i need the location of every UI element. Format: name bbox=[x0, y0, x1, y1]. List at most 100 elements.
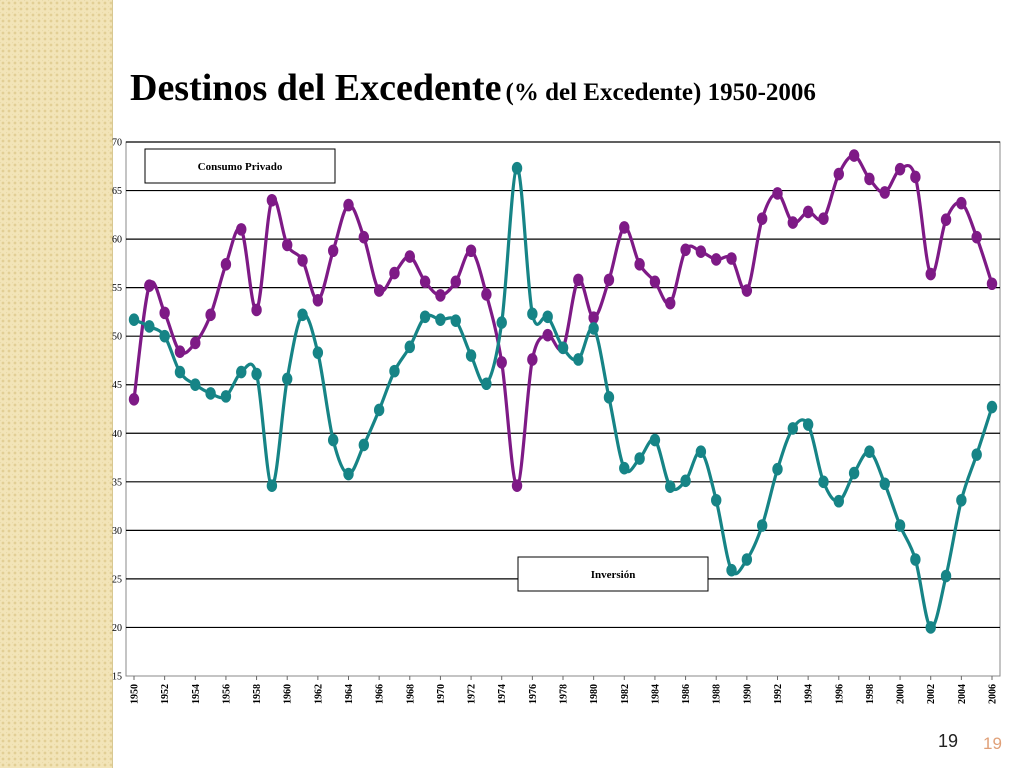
series-consumo-privado-point bbox=[879, 186, 890, 199]
x-tick-label: 1988 bbox=[712, 684, 723, 704]
series-consumo-privado-point bbox=[833, 167, 844, 181]
series-inversion-point bbox=[481, 377, 492, 391]
y-tick-label: 45 bbox=[112, 380, 122, 391]
series-consumo-privado-point bbox=[205, 308, 216, 322]
x-tick-label: 1994 bbox=[804, 684, 815, 704]
series-consumo-privado-point bbox=[665, 296, 676, 310]
series-consumo-privado-point bbox=[573, 273, 584, 287]
x-tick-label: 1964 bbox=[344, 684, 355, 704]
x-tick-label: 1972 bbox=[467, 684, 478, 704]
series-consumo-privado-point bbox=[373, 284, 385, 297]
series-inversion-point bbox=[542, 310, 553, 324]
series-inversion-point bbox=[649, 433, 661, 447]
series-consumo-privado-point bbox=[435, 289, 446, 302]
series-inversion-point bbox=[986, 400, 998, 414]
series-inversion-point bbox=[940, 569, 952, 583]
x-tick-label: 1950 bbox=[130, 684, 141, 704]
label-inversion-text: Inversión bbox=[591, 569, 636, 581]
series-inversion-point bbox=[205, 387, 216, 400]
plot-frame bbox=[125, 141, 1001, 677]
slide-title-main: Destinos del Excedente bbox=[130, 67, 502, 109]
x-tick-label: 1970 bbox=[436, 684, 447, 704]
series-consumo-privado-point bbox=[741, 284, 753, 297]
series-inversion-point bbox=[450, 314, 461, 327]
series-inversion-point bbox=[435, 313, 446, 326]
series-consumo-privado-point bbox=[312, 293, 324, 307]
series-inversion-point bbox=[527, 307, 538, 321]
series-consumo-privado-point bbox=[220, 258, 232, 271]
series-consumo-privado-point bbox=[327, 244, 339, 258]
series-consumo-privado-point bbox=[343, 198, 354, 212]
series-inversion-point bbox=[236, 365, 247, 379]
series-consumo-privado-point bbox=[619, 221, 630, 234]
page-number: 19 bbox=[938, 731, 959, 751]
series-consumo-privado-point bbox=[864, 172, 875, 186]
series-consumo-privado-point bbox=[956, 196, 967, 210]
series-inversion-point bbox=[971, 448, 982, 461]
series-consumo-privado-point bbox=[542, 328, 553, 342]
series-inversion-point bbox=[389, 364, 400, 378]
series-consumo-privado-point bbox=[527, 353, 538, 366]
series-consumo-privado-point bbox=[174, 345, 186, 359]
series-inversion-point bbox=[343, 467, 354, 481]
y-tick-label: 35 bbox=[112, 477, 122, 488]
series-inversion-point bbox=[726, 563, 737, 577]
series-inversion-point bbox=[251, 367, 262, 381]
y-tick-label: 40 bbox=[112, 429, 122, 440]
y-tick-label: 70 bbox=[112, 138, 122, 149]
series-inversion-point bbox=[634, 452, 645, 465]
x-tick-label: 1984 bbox=[650, 684, 661, 704]
series-inversion-point bbox=[573, 353, 584, 366]
series-inversion-point bbox=[741, 553, 753, 566]
series-inversion-point bbox=[879, 477, 890, 491]
series-consumo-privado-point bbox=[419, 275, 431, 289]
series-inversion-point bbox=[282, 372, 293, 386]
series-inversion-point bbox=[925, 621, 936, 634]
series-consumo-privado-point bbox=[128, 392, 140, 406]
series-consumo-privado-point bbox=[282, 238, 293, 252]
x-tick-label: 2004 bbox=[957, 684, 968, 704]
series-consumo-privado-point bbox=[787, 216, 799, 229]
series-inversion-point bbox=[848, 466, 860, 480]
series-inversion-point bbox=[864, 445, 875, 459]
series-consumo-privado-point bbox=[511, 479, 523, 493]
side-strip-border bbox=[112, 0, 113, 768]
series-inversion-point bbox=[818, 475, 829, 489]
series-consumo-privado-point bbox=[711, 253, 722, 266]
series-consumo-privado-point bbox=[465, 244, 477, 258]
series-inversion-point bbox=[603, 391, 615, 404]
x-tick-label: 1978 bbox=[559, 684, 570, 704]
x-tick-label: 2006 bbox=[988, 684, 999, 704]
series-consumo-privado-point bbox=[649, 275, 661, 289]
x-tick-label: 1976 bbox=[528, 684, 539, 704]
series-consumo-privado-point bbox=[818, 212, 829, 226]
y-tick-label: 15 bbox=[112, 672, 122, 683]
label-inversion-box bbox=[517, 556, 709, 592]
series-consumo-privado-point bbox=[159, 306, 170, 320]
series-inversion-point bbox=[833, 494, 844, 508]
slide-title: Destinos del Excedente (% del Excedente)… bbox=[130, 66, 816, 110]
series-inversion-point bbox=[956, 493, 967, 507]
decorative-side-strip bbox=[0, 0, 112, 768]
series-inversion-point bbox=[144, 320, 155, 333]
series-consumo-privado-point bbox=[726, 252, 737, 265]
series-consumo-privado-point bbox=[802, 205, 814, 219]
series-inversion-point bbox=[358, 438, 370, 452]
series-consumo-privado-point bbox=[144, 279, 155, 292]
series-inversion-point bbox=[312, 346, 324, 359]
series-consumo-privado-point bbox=[971, 230, 982, 244]
series-inversion-point bbox=[695, 445, 707, 459]
series-consumo-privado-point bbox=[251, 303, 262, 317]
x-tick-label: 1992 bbox=[773, 684, 784, 704]
series-consumo-privado-point bbox=[894, 162, 906, 176]
series-consumo-privado-point bbox=[389, 266, 400, 280]
y-tick-label: 50 bbox=[112, 332, 122, 343]
y-tick-label: 55 bbox=[112, 283, 122, 294]
x-tick-label: 1980 bbox=[589, 684, 600, 704]
series-inversion-point bbox=[174, 365, 186, 379]
series-inversion-point bbox=[557, 341, 569, 355]
series-inversion-point bbox=[787, 422, 799, 435]
series-inversion-point bbox=[327, 433, 339, 447]
series-consumo-privado-point bbox=[603, 273, 615, 287]
series-consumo-privado-point bbox=[634, 258, 645, 271]
